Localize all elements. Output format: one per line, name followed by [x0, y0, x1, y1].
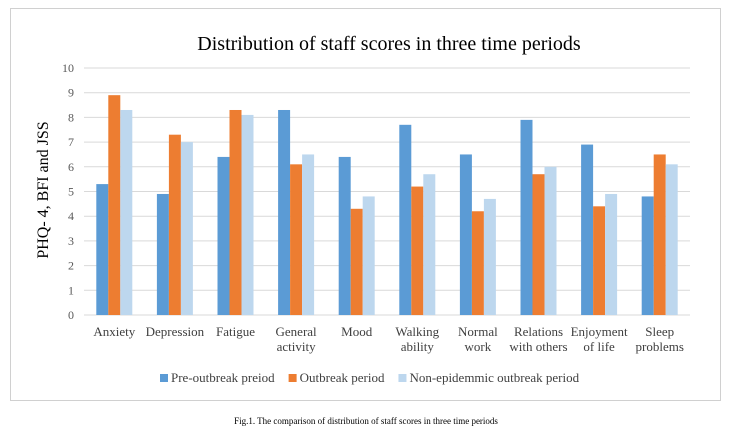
bar-pre-outbreak-preiod-0 — [96, 184, 109, 315]
bar-non-epidemmic-outbreak-period-3 — [302, 154, 315, 315]
x-tick-label: Mood — [341, 324, 373, 339]
bar-non-epidemmic-outbreak-period-5 — [423, 174, 436, 315]
legend-label: Non-epidemmic outbreak period — [409, 370, 579, 385]
x-tick-label-line: activity — [277, 339, 316, 354]
y-tick-label: 6 — [68, 160, 74, 174]
x-tick-label-line: Sleep — [645, 324, 674, 339]
y-tick-label: 8 — [68, 110, 74, 124]
x-tick-label-line: Depression — [146, 324, 205, 339]
bar-pre-outbreak-preiod-9 — [641, 196, 654, 315]
y-tick-label: 4 — [68, 209, 74, 223]
x-tick-labels: Anxiety Depression Fatigue General activity M… — [93, 324, 684, 354]
legend-swatch — [288, 374, 297, 382]
x-tick-label-line: of life — [583, 339, 615, 354]
bar-outbreak-period-6 — [471, 211, 484, 315]
x-tick-label-line: General — [276, 324, 318, 339]
y-tick-label: 1 — [68, 283, 74, 297]
x-tick-label-line: Anxiety — [93, 324, 135, 339]
bar-outbreak-period-2 — [229, 109, 242, 316]
bar-outbreak-period-0 — [108, 95, 121, 315]
bar-pre-outbreak-preiod-6 — [459, 154, 472, 315]
bar-pre-outbreak-preiod-4 — [338, 156, 351, 315]
x-tick-label-line: ability — [401, 339, 435, 354]
x-tick-label: Walking ability — [395, 324, 439, 354]
bar-pre-outbreak-preiod-3 — [278, 109, 291, 316]
bar-pre-outbreak-preiod-8 — [581, 144, 594, 315]
bar-non-epidemmic-outbreak-period-6 — [483, 198, 496, 315]
legend-label: Outbreak period — [300, 370, 385, 385]
bar-non-epidemmic-outbreak-period-9 — [665, 164, 678, 315]
y-tick-label: 9 — [68, 86, 74, 100]
x-tick-label-line: Fatigue — [216, 324, 255, 339]
x-tick-label: Anxiety — [93, 324, 135, 339]
x-tick-label-line: Normal — [458, 324, 498, 339]
bar-non-epidemmic-outbreak-period-1 — [180, 142, 193, 315]
bar-non-epidemmic-outbreak-period-7 — [544, 166, 557, 315]
y-tick-labels: 0 1 2 3 4 5 6 7 8 9 10 — [62, 61, 74, 322]
x-tick-label-line: Enjoyment — [571, 324, 628, 339]
legend: Pre-outbreak preiod Outbreak period Non-ep… — [160, 370, 580, 385]
bar-outbreak-period-4 — [350, 208, 363, 315]
bar-outbreak-period-5 — [411, 186, 424, 315]
bar-pre-outbreak-preiod-5 — [399, 124, 412, 315]
y-tick-label: 2 — [68, 259, 74, 273]
y-axis-label: PHQ- 4, BFI and JSS — [35, 121, 52, 258]
x-tick-label: Normal work — [458, 324, 498, 354]
x-tick-label-line: Relations — [514, 324, 563, 339]
bar-pre-outbreak-preiod-2 — [217, 156, 230, 315]
figure-caption: Fig.1. The comparison of distribution of… — [234, 416, 498, 426]
legend-swatch — [398, 374, 407, 382]
bar-pre-outbreak-preiod-7 — [520, 119, 533, 316]
bar-non-epidemmic-outbreak-period-2 — [241, 114, 254, 316]
y-tick-label: 3 — [68, 234, 74, 248]
x-tick-label-line: Mood — [341, 324, 373, 339]
bar-outbreak-period-3 — [290, 164, 303, 315]
bar-non-epidemmic-outbreak-period-4 — [362, 196, 375, 315]
bar-outbreak-period-9 — [653, 154, 666, 315]
x-tick-label-line: problems — [636, 339, 684, 354]
y-tick-label: 0 — [68, 308, 74, 322]
bar-outbreak-period-8 — [593, 206, 606, 315]
bar-non-epidemmic-outbreak-period-0 — [120, 109, 133, 316]
legend-swatch — [160, 374, 168, 382]
x-tick-label: Relations with others — [509, 324, 567, 354]
x-tick-label-line: Walking — [395, 324, 439, 339]
x-tick-label: General activity — [276, 324, 318, 354]
chart-title: Distribution of staff scores in three ti… — [197, 33, 581, 55]
y-tick-label: 7 — [68, 135, 74, 149]
y-tick-label: 10 — [62, 61, 74, 75]
x-tick-label-line: work — [465, 339, 492, 354]
bar-outbreak-period-7 — [532, 174, 545, 315]
x-tick-label: Sleep problems — [636, 324, 684, 354]
legend-label: Pre-outbreak preiod — [171, 370, 275, 385]
x-tick-label: Depression — [146, 324, 205, 339]
bar-non-epidemmic-outbreak-period-8 — [605, 193, 618, 315]
bar-outbreak-period-1 — [168, 134, 181, 315]
x-tick-label: Fatigue — [216, 324, 255, 339]
y-tick-label: 5 — [68, 185, 74, 199]
bar-pre-outbreak-preiod-1 — [156, 193, 169, 315]
bar-chart: Distribution of staff scores in three ti… — [35, 33, 690, 385]
bars — [96, 95, 678, 316]
x-tick-label: Enjoyment of life — [571, 324, 628, 354]
x-tick-label-line: with others — [509, 339, 567, 354]
